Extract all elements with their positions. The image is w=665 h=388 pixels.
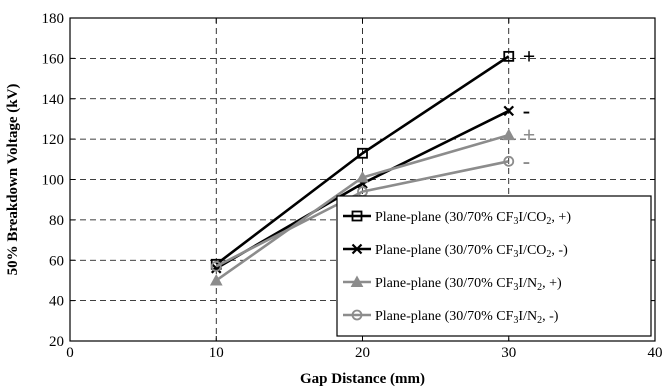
y-tick-label: 80	[49, 213, 64, 229]
x-tick-label: 40	[648, 345, 663, 361]
legend-marker	[351, 210, 363, 222]
legend-item: Plane-plane (30/70% CF3I/N2, +)	[343, 275, 562, 293]
x-tick-label: 20	[355, 345, 370, 361]
legend-label: Plane-plane (30/70% CF3I/N2, -)	[375, 309, 559, 326]
legend-label: Plane-plane (30/70% CF3I/N2, +)	[375, 276, 562, 293]
data-point	[502, 128, 516, 141]
data-point	[503, 155, 515, 167]
legend-marker	[351, 309, 363, 321]
polarity-annotation: -	[523, 98, 530, 123]
legend-item: Plane-plane (30/70% CF3I/CO2, +)	[343, 210, 571, 227]
series-3	[209, 128, 516, 286]
legend-item: Plane-plane (30/70% CF3I/N2, -)	[343, 309, 559, 326]
x-tick-label: 30	[501, 345, 516, 361]
data-series	[209, 50, 516, 286]
data-point	[503, 50, 515, 62]
x-axis-label: Gap Distance (mm)	[300, 371, 425, 387]
data-point	[356, 170, 369, 183]
legend-item: Plane-plane (30/70% CF3I/CO2, -)	[343, 243, 568, 260]
y-axis-label: 50% Breakdown Voltage (kV)	[5, 84, 21, 276]
y-tick-label: 140	[42, 92, 65, 108]
data-point	[209, 273, 223, 286]
y-tick-label: 60	[49, 253, 64, 269]
y-tick-label: 160	[42, 51, 65, 67]
polarity-annotation: -	[523, 148, 530, 173]
legend: Plane-plane (30/70% CF3I/CO2, +) Plane-pl…	[336, 195, 652, 337]
legend-marker	[350, 275, 364, 287]
axis-ticks: 0 10 20 30 40 20 40 60 80 100 120 140 160 180	[42, 11, 663, 361]
polarity-annotation: +	[523, 122, 536, 147]
legend-box	[336, 195, 652, 337]
polarity-annotations: +-+-	[523, 43, 536, 173]
series-line	[215, 160, 510, 268]
legend-label: Plane-plane (30/70% CF3I/CO2, +)	[375, 210, 571, 227]
data-point	[357, 147, 368, 159]
y-tick-label: 120	[42, 132, 65, 148]
series-1	[210, 50, 515, 270]
y-tick-label: 100	[42, 173, 65, 189]
series-line	[215, 55, 510, 266]
y-tick-label: 20	[49, 334, 64, 350]
y-tick-label: 40	[49, 294, 64, 310]
data-point	[210, 260, 222, 272]
data-point	[503, 105, 515, 117]
polarity-annotation: +	[523, 43, 536, 68]
x-tick-label: 10	[209, 345, 224, 361]
legend-label: Plane-plane (30/70% CF3I/CO2, -)	[375, 243, 568, 260]
legend-marker	[351, 243, 363, 255]
x-tick-label: 0	[66, 345, 74, 361]
y-tick-label: 180	[42, 11, 65, 27]
